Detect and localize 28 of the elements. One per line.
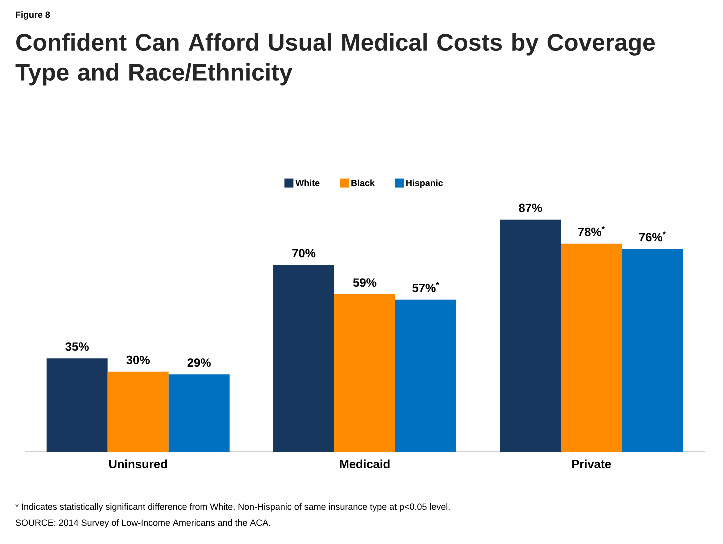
data-label: 70% <box>292 249 316 258</box>
data-label: 35% <box>66 342 89 352</box>
text: * Indicates statistically significant difference from White, Non-Hispanic of same insurance type at p<0.05 level. <box>16 504 450 512</box>
data-label: 57%$^{*}$ <box>412 282 440 292</box>
legend-label: Hispanic <box>406 180 444 188</box>
data-label: 76%$^{*}$ <box>639 232 666 242</box>
data-label: 87% <box>519 204 542 212</box>
bar <box>561 244 622 452</box>
chart-title: Confident Can Afford Usual Medical Costs by Coverage Type and Race/Ethnicity <box>16 34 656 86</box>
legend-label: White <box>296 180 320 186</box>
x-tick-label: Private <box>572 460 612 469</box>
bar <box>46 358 108 452</box>
data-label: 29% <box>188 358 211 368</box>
bar <box>500 220 562 452</box>
bar <box>274 265 335 452</box>
legend-label: Black <box>352 180 375 186</box>
data-label: 30% <box>126 356 150 364</box>
bar <box>396 300 457 452</box>
data-label: 59% <box>353 278 377 288</box>
x-tick-label: Uninsured <box>110 460 168 469</box>
source-note: SOURCE: 2014 Survey of Low-Income Americans and the ACA. <box>16 520 270 528</box>
bar <box>108 372 169 452</box>
caption: Figure 8 <box>16 12 50 20</box>
x-tick-label: Medicaid <box>340 460 390 469</box>
data-label: 78%$^{*}$ <box>578 226 605 236</box>
bar <box>334 294 396 452</box>
bar <box>168 374 230 452</box>
bar <box>622 249 684 452</box>
